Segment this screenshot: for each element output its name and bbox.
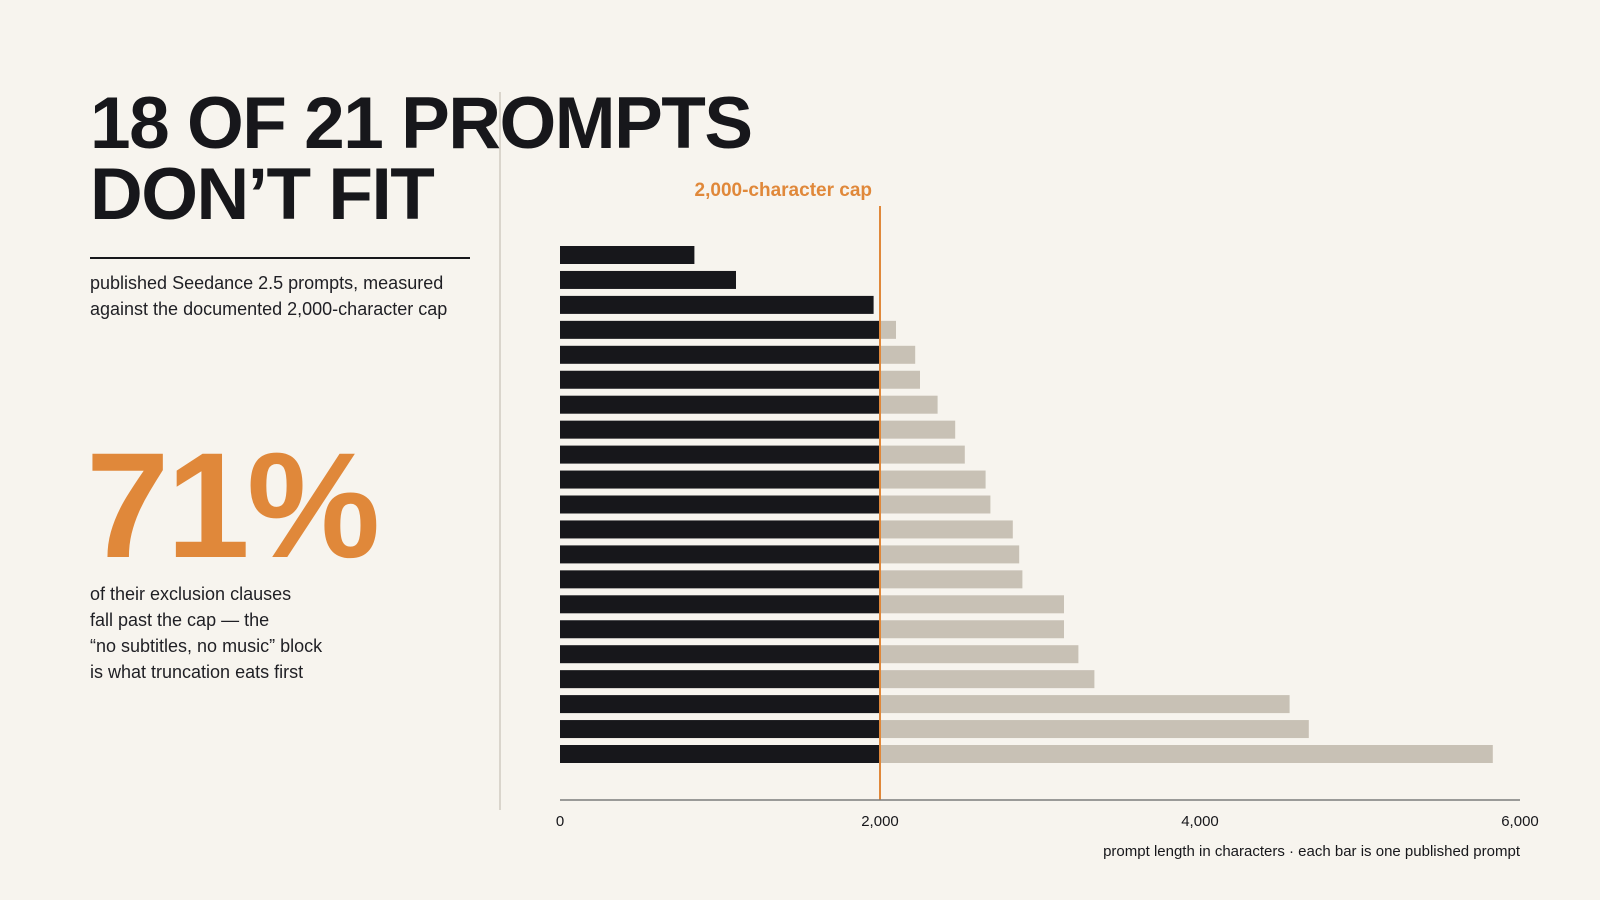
bar-15-over-cap (880, 595, 1064, 614)
bar-6-within-cap (560, 370, 880, 389)
x-tick-labels: 0 2,000 4,000 6,000 (556, 813, 1539, 830)
vertical-divider (499, 92, 501, 810)
x-tick-label-0: 0 (556, 813, 564, 830)
bar-17-within-cap (560, 645, 880, 664)
bar-19-over-cap (880, 695, 1290, 714)
bar-4-within-cap (560, 320, 880, 339)
bar-10-over-cap (880, 470, 986, 489)
bar-7-over-cap (880, 395, 938, 414)
subtitle-line-1: published Seedance 2.5 prompts, measured (90, 273, 444, 293)
bar-14-over-cap (880, 570, 1023, 589)
bar-21-within-cap (560, 745, 880, 763)
stat-caption-line-2: fall past the cap — the (90, 610, 270, 630)
bar-5-over-cap (880, 345, 916, 364)
bar-18-within-cap (560, 670, 880, 689)
stat-value: 71% (86, 421, 380, 589)
bar-13-within-cap (560, 545, 880, 564)
bar-8-within-cap (560, 420, 880, 439)
headline-line-2: DON’T FIT (90, 154, 435, 235)
bar-16-within-cap (560, 620, 880, 639)
stat-caption-line-4: is what truncation eats first (90, 662, 304, 682)
bar-7-within-cap (560, 395, 880, 414)
bar-11-within-cap (560, 495, 880, 514)
bar-14-within-cap (560, 570, 880, 589)
bar-3-within-cap (560, 295, 874, 314)
subtitle-line-2: against the documented 2,000-character c… (90, 299, 448, 319)
bar-2-within-cap (560, 270, 736, 289)
stat-caption-line-1: of their exclusion clauses (90, 584, 292, 604)
bar-13-over-cap (880, 545, 1020, 564)
bar-11-over-cap (880, 495, 991, 514)
bar-6-over-cap (880, 370, 920, 389)
x-tick-label-6000: 6,000 (1501, 813, 1539, 830)
bar-12-over-cap (880, 520, 1013, 539)
bar-5-within-cap (560, 345, 880, 364)
stat-caption-line-3: “no subtitles, no music” block (90, 636, 323, 656)
bar-9-over-cap (880, 445, 965, 464)
x-axis-label: prompt length in characters · each bar i… (1103, 843, 1521, 860)
x-tick-label-4000: 4,000 (1181, 813, 1219, 830)
subtitle: published Seedance 2.5 prompts, measured… (90, 270, 490, 322)
bar-10-within-cap (560, 470, 880, 489)
bar-19-within-cap (560, 695, 880, 714)
bar-21-over-cap (880, 745, 1493, 763)
bar-1-within-cap (560, 246, 695, 264)
bar-16-over-cap (880, 620, 1064, 639)
x-tick-label-2000: 2,000 (861, 813, 899, 830)
bar-4-over-cap (880, 320, 896, 339)
bars-group (560, 246, 1493, 763)
bar-18-over-cap (880, 670, 1095, 689)
headline-rule (90, 257, 470, 259)
headline-line-1: 18 OF 21 PROMPTS (90, 83, 753, 164)
bar-20-over-cap (880, 720, 1309, 739)
bar-15-within-cap (560, 595, 880, 614)
bar-8-over-cap (880, 420, 956, 439)
cap-label: 2,000-character cap (695, 180, 872, 201)
bar-9-within-cap (560, 445, 880, 464)
bar-20-within-cap (560, 720, 880, 739)
bar-12-within-cap (560, 520, 880, 539)
bar-17-over-cap (880, 645, 1079, 664)
headline: 18 OF 21 PROMPTS DON’T FIT (90, 83, 753, 235)
stat-caption: of their exclusion clauses fall past the… (90, 581, 410, 685)
